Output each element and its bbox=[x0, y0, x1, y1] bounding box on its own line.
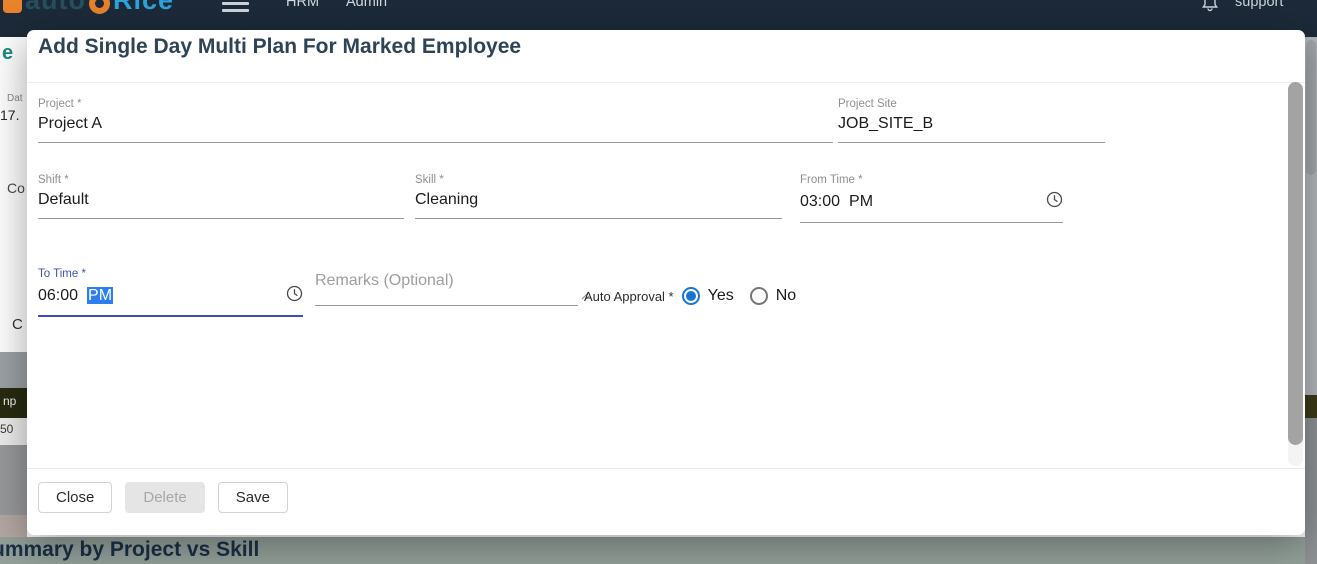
bg-band bbox=[0, 445, 27, 515]
project-site-field[interactable]: Project Site JOB_SITE_B bbox=[838, 98, 1105, 143]
project-input[interactable]: Project A bbox=[38, 115, 833, 143]
skill-value: Cleaning bbox=[415, 191, 479, 208]
nav-item-support[interactable]: support bbox=[1235, 0, 1284, 10]
project-site-label: Project Site bbox=[838, 98, 897, 110]
from-time-field[interactable]: From Time * 03:00 PM bbox=[800, 174, 1063, 223]
project-label: Project * bbox=[38, 98, 82, 110]
skill-field[interactable]: Skill * Cleaning bbox=[415, 174, 782, 219]
project-field[interactable]: Project * Project A bbox=[38, 98, 833, 143]
shift-value: Default bbox=[38, 191, 89, 208]
bg-heading-fragment: e bbox=[2, 42, 14, 64]
project-site-input[interactable]: JOB_SITE_B bbox=[838, 115, 1105, 143]
skill-label: Skill * bbox=[415, 174, 444, 186]
page-right-edge-band bbox=[1305, 395, 1317, 418]
skill-input[interactable]: Cleaning bbox=[415, 191, 782, 219]
project-value: Project A bbox=[38, 115, 103, 132]
bell-icon[interactable] bbox=[1200, 0, 1220, 18]
auto-approval-yes-radio[interactable] bbox=[681, 287, 700, 305]
nav-item-admin[interactable]: Admin bbox=[346, 0, 388, 10]
bg-band bbox=[0, 418, 27, 445]
to-time-field[interactable]: To Time * 06:00 PM bbox=[38, 268, 303, 317]
bg-band bbox=[0, 352, 27, 388]
dialog-scrollbar-thumb[interactable] bbox=[1288, 82, 1303, 445]
hamburger-bar bbox=[222, 9, 249, 12]
from-time-input[interactable]: 03:00 PM bbox=[800, 191, 1063, 223]
delete-button[interactable]: Delete bbox=[125, 482, 205, 513]
page-right-edge-band bbox=[1305, 418, 1317, 564]
bg-number-fragment: 50 bbox=[0, 422, 14, 436]
bg-date-value-fragment: 17. bbox=[0, 107, 20, 123]
app-logo[interactable]: auto Rice bbox=[3, 0, 174, 16]
logo-ring-icon bbox=[89, 0, 110, 14]
page-scrollbar[interactable] bbox=[1306, 40, 1316, 175]
clock-icon[interactable] bbox=[286, 285, 303, 307]
auto-approval-yes-label[interactable]: Yes bbox=[707, 287, 734, 304]
remarks-textarea[interactable] bbox=[315, 270, 578, 306]
nav-item-hrm[interactable]: HRM bbox=[286, 0, 320, 10]
add-single-day-multi-plan-dialog: Add Single Day Multi Plan For Marked Emp… bbox=[27, 30, 1305, 535]
bg-date-label-fragment: Dat bbox=[7, 93, 23, 104]
bg-section-heading: ummary by Project vs Skill bbox=[0, 538, 260, 561]
to-time-input[interactable]: 06:00 PM bbox=[38, 285, 303, 317]
from-time-label: From Time * bbox=[800, 174, 863, 186]
clock-icon[interactable] bbox=[1046, 191, 1063, 213]
dialog-actions: Close Delete Save bbox=[38, 482, 288, 513]
selected-text: PM bbox=[87, 287, 114, 304]
bg-band bbox=[0, 515, 27, 537]
shift-label: Shift * bbox=[38, 174, 69, 186]
remarks-field[interactable] bbox=[315, 270, 590, 311]
auto-approval-group: Auto Approval * Yes No bbox=[584, 287, 804, 305]
hamburger-bar bbox=[222, 2, 249, 5]
hamburger-menu-icon[interactable] bbox=[222, 0, 249, 16]
title-divider bbox=[27, 82, 1305, 83]
from-time-value: 03:00 PM bbox=[800, 193, 874, 210]
bg-section-band: ummary by Project vs Skill bbox=[0, 537, 1317, 564]
close-button[interactable]: Close bbox=[38, 482, 113, 513]
bg-text-fragment: C bbox=[12, 316, 23, 333]
bg-header-fragment: np bbox=[3, 394, 17, 408]
dialog-title: Add Single Day Multi Plan For Marked Emp… bbox=[38, 35, 522, 58]
logo-text: auto bbox=[25, 0, 86, 15]
shift-field[interactable]: Shift * Default bbox=[38, 174, 404, 219]
auto-approval-no-label[interactable]: No bbox=[775, 287, 797, 304]
save-button[interactable]: Save bbox=[217, 482, 288, 513]
bg-text-fragment: Co bbox=[7, 180, 25, 196]
auto-approval-no-radio[interactable] bbox=[749, 287, 768, 305]
logo-text-rest: Rice bbox=[113, 0, 175, 15]
project-site-value: JOB_SITE_B bbox=[838, 115, 934, 132]
auto-approval-label: Auto Approval * bbox=[584, 288, 674, 304]
to-time-value: 06:00 PM bbox=[38, 287, 114, 304]
to-time-label: To Time * bbox=[38, 268, 86, 280]
bg-dark-header-band bbox=[0, 388, 27, 418]
page-right-edge-topbar bbox=[1305, 0, 1317, 37]
textarea-resize-handle-icon[interactable] bbox=[581, 287, 590, 305]
shift-input[interactable]: Default bbox=[38, 191, 404, 219]
logo-mark-icon bbox=[3, 0, 22, 13]
footer-divider bbox=[27, 468, 1305, 469]
page-right-edge bbox=[1305, 0, 1317, 564]
